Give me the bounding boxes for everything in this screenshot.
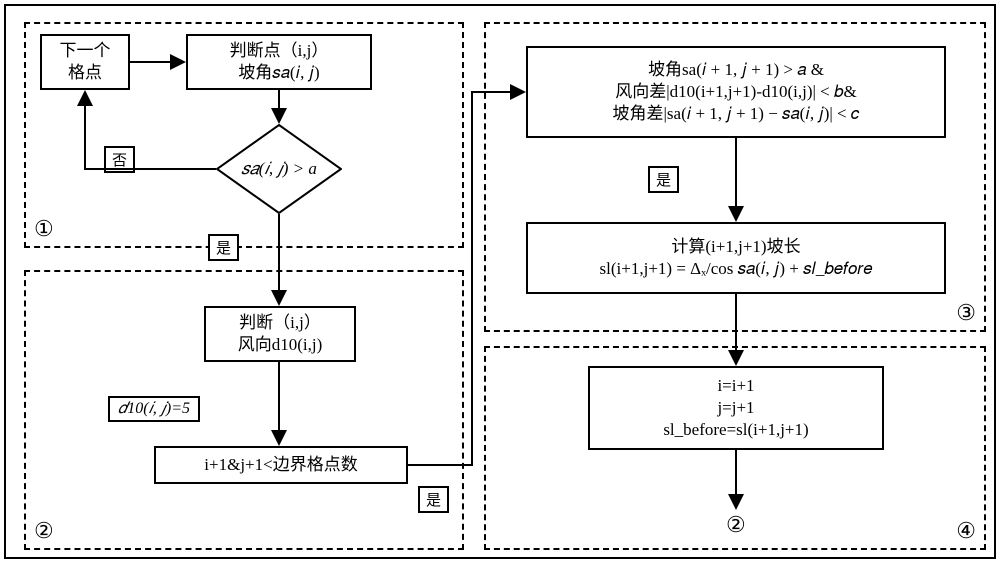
node-update: i=i+1 j=j+1 sl_before=sl(i+1,j+1) (588, 366, 884, 450)
panel-1-num: ① (34, 216, 54, 242)
node-d10-eq5: 𝑑10(𝑖, 𝑗)=5 (108, 396, 200, 422)
label-no: 否 (104, 146, 135, 173)
panel-4-num: ④ (956, 518, 976, 544)
label-yes-1: 是 (208, 234, 239, 261)
cond3-l2: 风向差|d10(i+1,j+1)-d10(i,j)| < 𝑏& (613, 81, 860, 103)
node-cond-sa: 𝑠𝑎(𝑖, 𝑗) > a (216, 124, 342, 214)
node-bounds: i+1&j+1<边界格点数 (154, 446, 408, 484)
calc-sl-l1: 计算(i+1,j+1)坡长 (600, 236, 873, 258)
update-l3: sl_before=sl(i+1,j+1) (663, 419, 808, 441)
node-cond3: 坡角sa(𝑖 + 1, 𝑗 + 1) > 𝑎 & 风向差|d10(i+1,j+1… (526, 46, 946, 138)
next-point-l2: 格点 (60, 62, 111, 84)
update-l1: i=i+1 (663, 375, 808, 397)
node-judge-d10: 判断（i,j） 风向d10(i,j) (204, 306, 356, 362)
label-yes-3: 是 (648, 166, 679, 193)
judge-d10-l1: 判断（i,j） (238, 312, 323, 334)
update-l2: j=j+1 (663, 397, 808, 419)
cond3-l1: 坡角sa(𝑖 + 1, 𝑗 + 1) > 𝑎 & (613, 59, 860, 81)
judge-sa-l2: 坡角𝑠𝑎(𝑖, 𝑗) (230, 62, 329, 84)
judge-sa-l1: 判断点（i,j） (230, 40, 329, 62)
next-point-l1: 下一个 (60, 40, 111, 62)
calc-sl-l2: sl(i+1,j+1) = Δₓ/cos 𝑠𝑎(𝑖, 𝑗) + 𝑠𝑙_𝑏𝑒𝑓𝑜𝑟… (600, 258, 873, 280)
outer-frame: ① ② ③ ④ 下一个 格点 判断点（i,j） 坡角𝑠𝑎(𝑖, 𝑗) 𝑠𝑎(𝑖,… (4, 4, 996, 559)
label-yes-2: 是 (418, 486, 449, 513)
node-judge-sa: 判断点（i,j） 坡角𝑠𝑎(𝑖, 𝑗) (186, 34, 372, 90)
cond3-l3: 坡角差|sa(𝑖 + 1, 𝑗 + 1) − 𝑠𝑎(𝑖, 𝑗)| < 𝑐 (613, 103, 860, 125)
panel-2-num: ② (34, 518, 54, 544)
node-calc-sl: 计算(i+1,j+1)坡长 sl(i+1,j+1) = Δₓ/cos 𝑠𝑎(𝑖,… (526, 222, 946, 294)
node-next-point: 下一个 格点 (40, 34, 130, 90)
cond-sa-text: 𝑠𝑎(𝑖, 𝑗) > a (216, 124, 342, 214)
judge-d10-l2: 风向d10(i,j) (238, 334, 323, 356)
goto-2: ② (726, 512, 746, 538)
bounds-text: i+1&j+1<边界格点数 (204, 454, 357, 476)
panel-3-num: ③ (956, 300, 976, 326)
